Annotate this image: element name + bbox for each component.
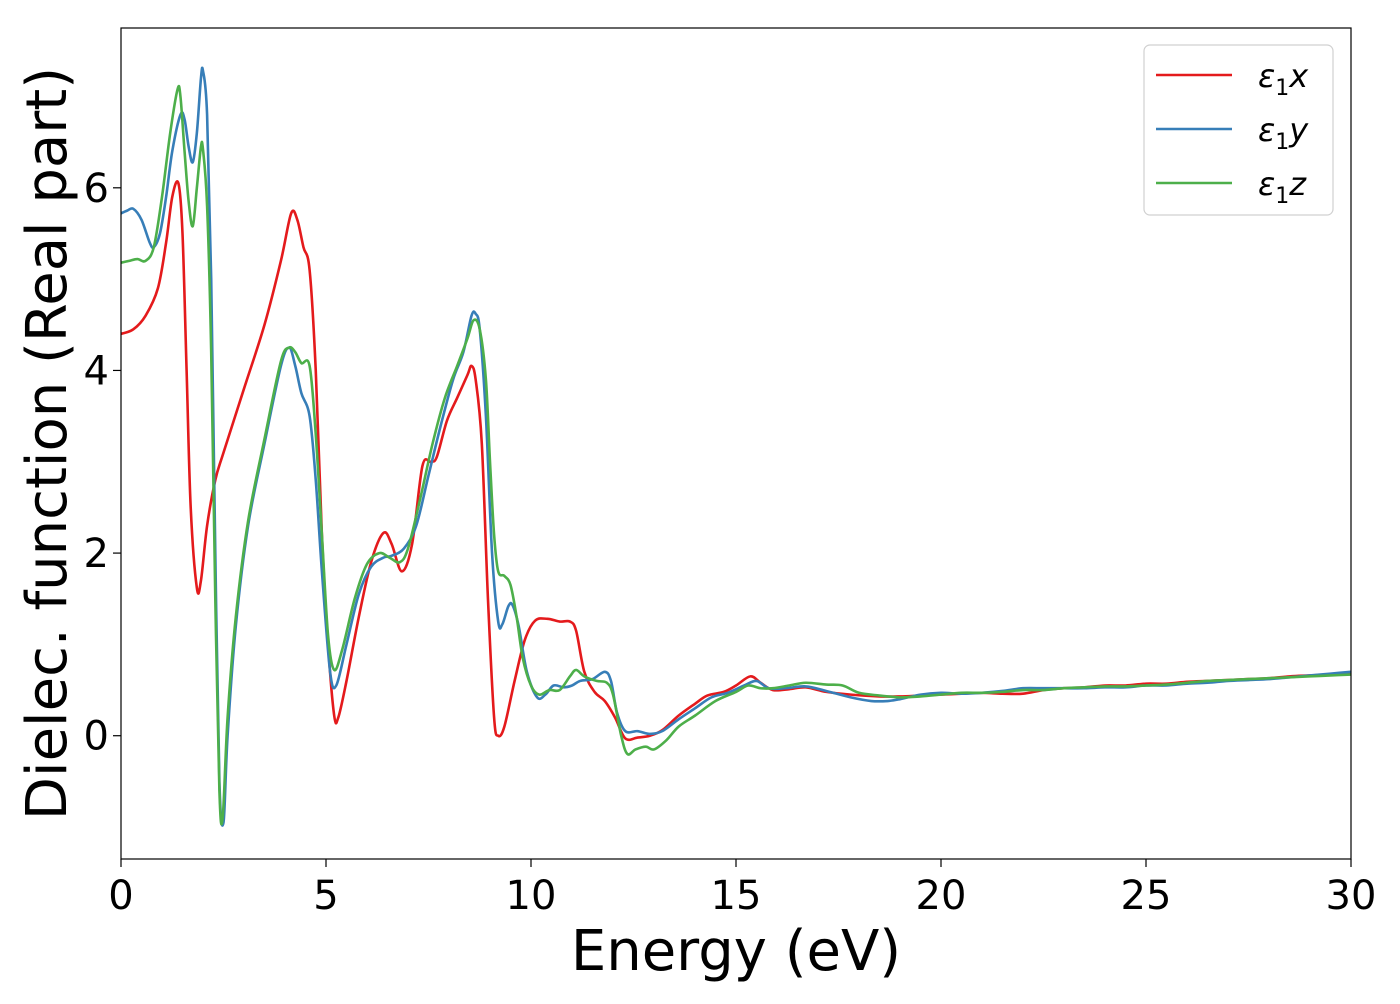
y-axis-label: Dielec. function (Real part) (15, 67, 80, 820)
y-tick-label: 6 (84, 166, 109, 212)
x-tick-label: 0 (108, 873, 133, 919)
series-layer (121, 66, 1351, 827)
legend-label-y: ε1y (1258, 111, 1309, 155)
x-axis-label: Energy (eV) (571, 919, 901, 984)
legend-label-x: ε1x (1258, 57, 1309, 101)
legend-label-z: ε1z (1258, 165, 1307, 209)
tick-layer: 0 5 10 15 20 25 30 0 2 4 6 (84, 166, 1377, 919)
x-tick-label: 15 (711, 873, 762, 919)
x-tick-label: 25 (1121, 873, 1172, 919)
x-tick-label: 10 (506, 873, 557, 919)
y-tick-label: 0 (84, 714, 109, 760)
y-tick-label: 4 (84, 348, 109, 394)
x-tick-label: 5 (313, 873, 338, 919)
series-line-z (121, 84, 1351, 826)
x-tick-label: 20 (916, 873, 967, 919)
legend-box (1143, 44, 1334, 216)
x-tick-label: 30 (1326, 873, 1377, 919)
legend: ε1x ε1y ε1z (1143, 44, 1334, 216)
series-line-x (121, 180, 1351, 742)
y-tick-label: 2 (84, 531, 109, 577)
